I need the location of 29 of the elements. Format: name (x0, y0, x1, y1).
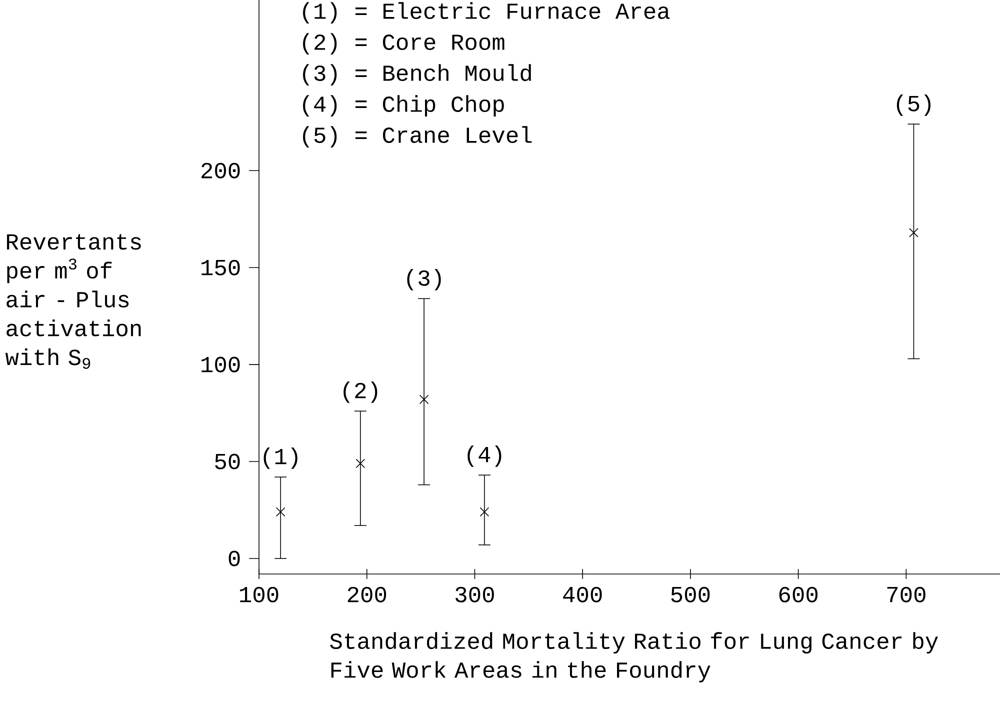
annotation: (4) (468, 446, 502, 467)
annotation: (5) (896, 94, 930, 116)
point (480, 507, 490, 517)
y-tick-label: 200 (202, 162, 240, 178)
annotation: (2) = Core Room (303, 33, 504, 55)
point (356, 458, 366, 468)
annotation: (1) = Electric Furnace Area (303, 2, 670, 24)
annotation: (1) (264, 447, 298, 469)
point (909, 228, 918, 238)
x-tick-label: 200 (348, 586, 386, 602)
x-tick-label: 300 (456, 586, 494, 602)
y-axis-title: Revertants per m$^{3}$ of air - Plus activation with S$_{9}$ (5, 234, 141, 369)
x-tick-label: 600 (779, 586, 818, 602)
x-axis-title: Standardized Mortality Ratio for Lung Cancer by Five Work Areas in the Foundry (330, 632, 938, 682)
annotation: (3) = Bench Mould (303, 64, 531, 86)
annotation: (3) (407, 269, 441, 290)
y-tick-label: 100 (202, 356, 240, 372)
annotation: (2) (344, 382, 378, 403)
y-tick-label: 0 (228, 550, 240, 566)
point (276, 507, 286, 517)
x-tick-label: 700 (887, 586, 926, 602)
annotation: (5) = Crane Level (303, 126, 532, 148)
x-tick-label: 100 (240, 586, 278, 602)
point (419, 394, 429, 404)
x-tick-label: 500 (671, 586, 710, 602)
x-tick-label: 400 (563, 586, 602, 602)
annotation: (4) = Chip Chop (303, 95, 504, 117)
y-tick-label: 50 (215, 454, 240, 470)
y-tick-label: 150 (202, 260, 240, 276)
